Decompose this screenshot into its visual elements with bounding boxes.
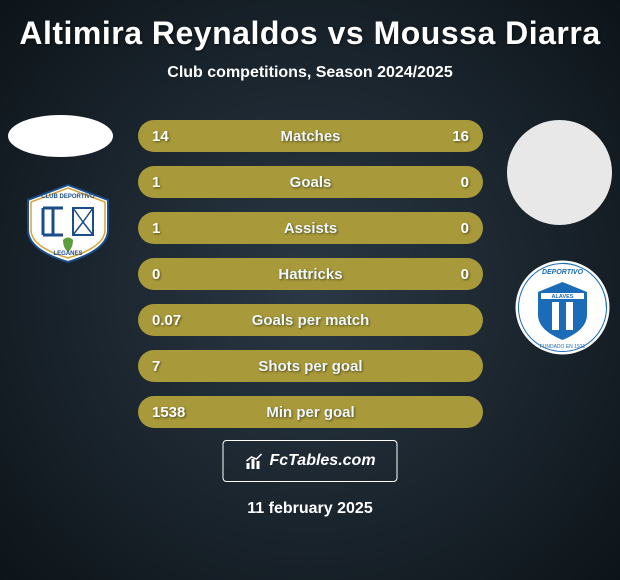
stat-row: 0 Hattricks 0 — [138, 258, 483, 290]
stat-left-value: 0.07 — [152, 312, 181, 329]
stat-left-value: 0 — [152, 266, 160, 283]
stat-row: 1 Assists 0 — [138, 212, 483, 244]
stat-left-value: 7 — [152, 358, 160, 375]
club-right-badge: DEPORTIVO ALAVES FUNDADO EN 1921 — [515, 260, 610, 355]
stat-row: 1 Goals 0 — [138, 166, 483, 198]
club-left-badge: CLUB DEPORTIVO LEGANES — [18, 180, 118, 265]
stats-bars-container: 14 Matches 16 1 Goals 0 1 Assists 0 0 Ha… — [138, 120, 483, 442]
stat-right-value: 0 — [461, 220, 469, 237]
brand-label: FcTables.com — [269, 452, 375, 470]
season-subtitle: Club competitions, Season 2024/2025 — [10, 64, 610, 82]
stat-right-value: 0 — [461, 174, 469, 191]
stat-row: 1538 Min per goal — [138, 396, 483, 428]
stat-label: Matches — [138, 128, 483, 145]
svg-text:CLUB DEPORTIVO: CLUB DEPORTIVO — [41, 194, 95, 200]
player-right-avatar — [507, 120, 612, 225]
comparison-title: Altimira Reynaldos vs Moussa Diarra — [10, 15, 610, 52]
stat-left-value: 1538 — [152, 404, 185, 421]
stat-left-value: 1 — [152, 174, 160, 191]
stat-row: 0.07 Goals per match — [138, 304, 483, 336]
svg-text:DEPORTIVO: DEPORTIVO — [542, 269, 584, 276]
stat-label: Hattricks — [138, 266, 483, 283]
date-text: 11 february 2025 — [247, 500, 372, 518]
svg-text:ALAVES: ALAVES — [552, 294, 574, 300]
stat-right-value: 16 — [452, 128, 469, 145]
stat-right-value: 0 — [461, 266, 469, 283]
player-left-avatar — [8, 115, 113, 157]
stat-row: 14 Matches 16 — [138, 120, 483, 152]
stat-label: Goals per match — [138, 312, 483, 329]
main-container: Altimira Reynaldos vs Moussa Diarra Club… — [0, 0, 620, 580]
stat-left-value: 14 — [152, 128, 169, 145]
leganes-shield-icon: CLUB DEPORTIVO LEGANES — [18, 180, 118, 265]
stat-label: Assists — [138, 220, 483, 237]
svg-text:LEGANES: LEGANES — [53, 251, 82, 257]
svg-text:FUNDADO EN 1921: FUNDADO EN 1921 — [540, 344, 586, 350]
stat-label: Shots per goal — [138, 358, 483, 375]
stat-row: 7 Shots per goal — [138, 350, 483, 382]
stat-label: Goals — [138, 174, 483, 191]
alaves-shield-icon: DEPORTIVO ALAVES FUNDADO EN 1921 — [515, 260, 610, 355]
brand-box[interactable]: FcTables.com — [223, 440, 398, 482]
stat-label: Min per goal — [138, 404, 483, 421]
stat-left-value: 1 — [152, 220, 160, 237]
chart-icon — [244, 451, 264, 471]
